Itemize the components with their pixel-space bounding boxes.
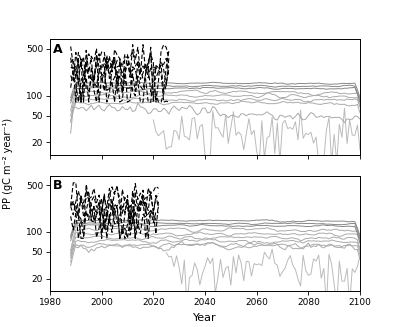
- Text: A: A: [53, 43, 63, 56]
- Text: B: B: [53, 179, 62, 192]
- Text: PP (gC m⁻² year⁻¹): PP (gC m⁻² year⁻¹): [3, 118, 13, 209]
- X-axis label: Year: Year: [193, 313, 217, 322]
